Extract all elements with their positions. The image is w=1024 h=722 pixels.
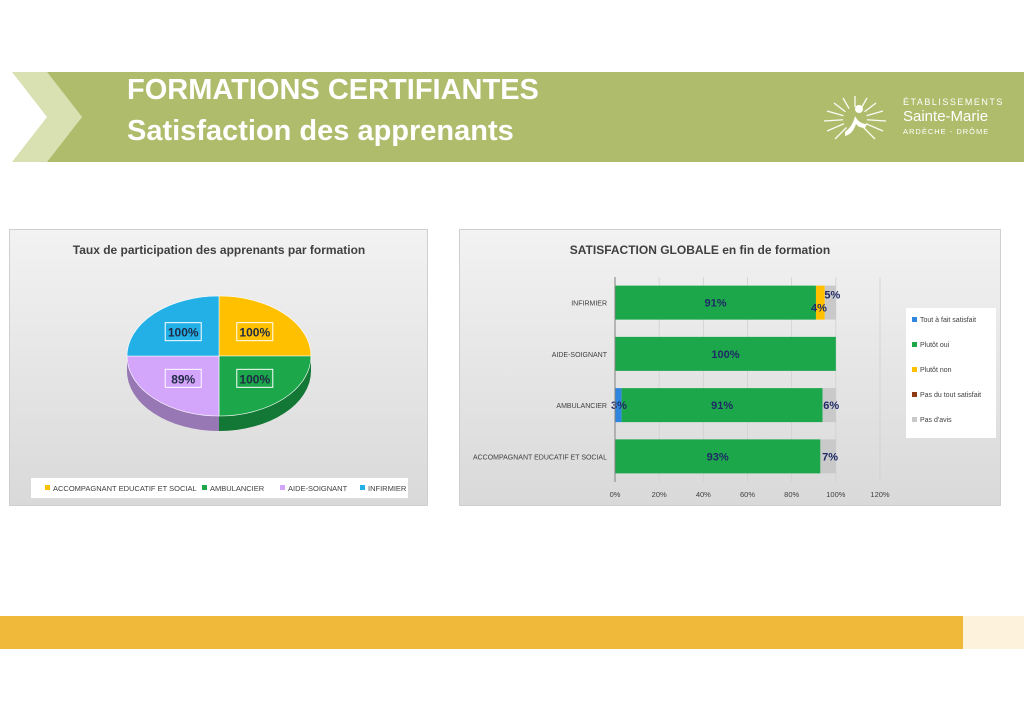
bar-segment-3-1 (615, 439, 821, 474)
bar-segment-0-1 (615, 285, 816, 320)
bar-data-label-0-2: 4% (811, 303, 827, 315)
bar-segment-3-4 (820, 439, 836, 474)
bar-chart-title: SATISFACTION GLOBALE en fin de formation (570, 243, 830, 257)
bar-segment-1-1 (615, 336, 836, 371)
pie-legend-swatch-3 (360, 485, 365, 490)
footer-bar (0, 616, 963, 649)
pie-legend-label-3: INFIRMIER (368, 484, 407, 493)
pie-legend-box (31, 478, 408, 498)
bar-segment-2-1 (621, 388, 823, 423)
brand-logo: ÉTABLISSEMENTS Sainte-Marie ARDÈCHE - DR… (815, 94, 1015, 144)
pie-label-box-1 (236, 368, 274, 388)
pie-side-2 (127, 356, 219, 431)
bar-category-label-0: INFIRMIER (571, 301, 607, 308)
bar-legend-label-2: Plutôt non (920, 367, 952, 374)
bar-category-label-3: ACCOMPAGNANT EDUCATIF ET SOCIAL (473, 454, 607, 461)
bar-tick-label-0: 0% (610, 490, 621, 499)
bar-legend-label-1: Plutôt oui (920, 342, 950, 349)
bar-tick-label-1: 20% (652, 490, 667, 499)
bar-data-label-2-0: 3% (611, 400, 627, 412)
pie-legend-label-1: AMBULANCIER (210, 484, 265, 493)
bar-segment-0-4 (824, 285, 836, 320)
bar-data-label-0-1: 91% (704, 298, 726, 310)
page-subtitle: Satisfaction des apprenants (127, 115, 514, 147)
bar-data-label-3-1: 93% (707, 451, 729, 463)
bar-legend-swatch-0 (912, 317, 917, 322)
bar-tick-label-2: 40% (696, 490, 711, 499)
bar-category-label-1: AIDE-SOIGNANT (552, 352, 608, 359)
pie-side-1 (219, 356, 311, 431)
page-title: FORMATIONS CERTIFIANTES (127, 74, 539, 106)
pie-legend-label-2: AIDE-SOIGNANT (288, 484, 348, 493)
pie-data-label-3: 100% (168, 326, 199, 340)
bar-legend-label-4: Pas d'avis (920, 417, 952, 424)
bar-legend-swatch-1 (912, 342, 917, 347)
bar-segment-2-4 (822, 388, 836, 423)
bar-tick-label-5: 100% (826, 490, 846, 499)
pie-label-box-3 (164, 322, 202, 342)
header-band-shape (47, 72, 1024, 162)
bar-chart-panel: SATISFACTION GLOBALE en fin de formation… (459, 229, 1001, 506)
bar-legend-box (906, 308, 996, 438)
logo-sun-icon (823, 96, 887, 140)
pie-legend-swatch-2 (280, 485, 285, 490)
pie-legend-label-0: ACCOMPAGNANT EDUCATIF ET SOCIAL (53, 484, 197, 493)
bar-legend-swatch-3 (912, 392, 917, 397)
bar-legend-label-3: Pas du tout satisfait (920, 392, 981, 399)
bar-data-label-0-4: 5% (824, 290, 840, 302)
pie-chart-title: Taux de participation des apprenants par… (73, 243, 366, 257)
pie-legend-swatch-0 (45, 485, 50, 490)
bar-category-label-2: AMBULANCIER (556, 403, 607, 410)
pie-data-label-0: 100% (239, 326, 270, 340)
footer-bar-end (963, 616, 1024, 649)
pie-slice-2 (126, 355, 220, 417)
bar-data-label-2-1: 91% (711, 400, 733, 412)
pie-slice-1 (218, 355, 312, 417)
bar-legend-swatch-4 (912, 417, 917, 422)
pie-label-box-0 (236, 322, 274, 342)
bar-tick-label-3: 60% (740, 490, 755, 499)
bar-legend-label-0: Tout à fait satisfait (920, 317, 976, 324)
bar-data-label-1-1: 100% (711, 349, 739, 361)
pie-legend-swatch-1 (202, 485, 207, 490)
logo-text-line3: ARDÈCHE - DRÔME (903, 127, 990, 136)
bar-data-label-2-4: 6% (823, 400, 839, 412)
pie-data-label-2: 89% (171, 372, 195, 386)
bar-tick-label-4: 80% (784, 490, 799, 499)
pie-legend: ACCOMPAGNANT EDUCATIF ET SOCIAL AMBULANCI… (31, 478, 408, 498)
stacked-bar-chart: SATISFACTION GLOBALE en fin de formation… (473, 243, 996, 499)
bar-segment-2-0 (615, 388, 622, 423)
bar-segment-0-2 (815, 285, 825, 320)
bar-legend-swatch-2 (912, 367, 917, 372)
bar-legend: Tout à fait satisfait Plutôt oui Plutôt no… (906, 308, 996, 438)
logo-text-line2: Sainte-Marie (903, 108, 989, 125)
bar-tick-label-6: 120% (870, 490, 890, 499)
pie-chart-panel: Taux de participation des apprenants par… (9, 229, 428, 506)
logo-text-line1: ÉTABLISSEMENTS (903, 97, 1004, 107)
pie-data-label-1: 100% (239, 372, 270, 386)
pie-chart: Taux de participation des apprenants par… (31, 243, 408, 498)
header-background (12, 72, 1024, 162)
bar-data-label-3-4: 7% (822, 451, 838, 463)
pie-label-box-2 (164, 368, 202, 388)
header-band: FORMATIONS CERTIFIANTES Satisfaction des… (0, 72, 1024, 162)
